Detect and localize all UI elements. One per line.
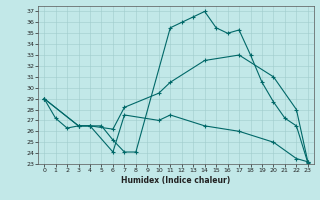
X-axis label: Humidex (Indice chaleur): Humidex (Indice chaleur) xyxy=(121,176,231,185)
